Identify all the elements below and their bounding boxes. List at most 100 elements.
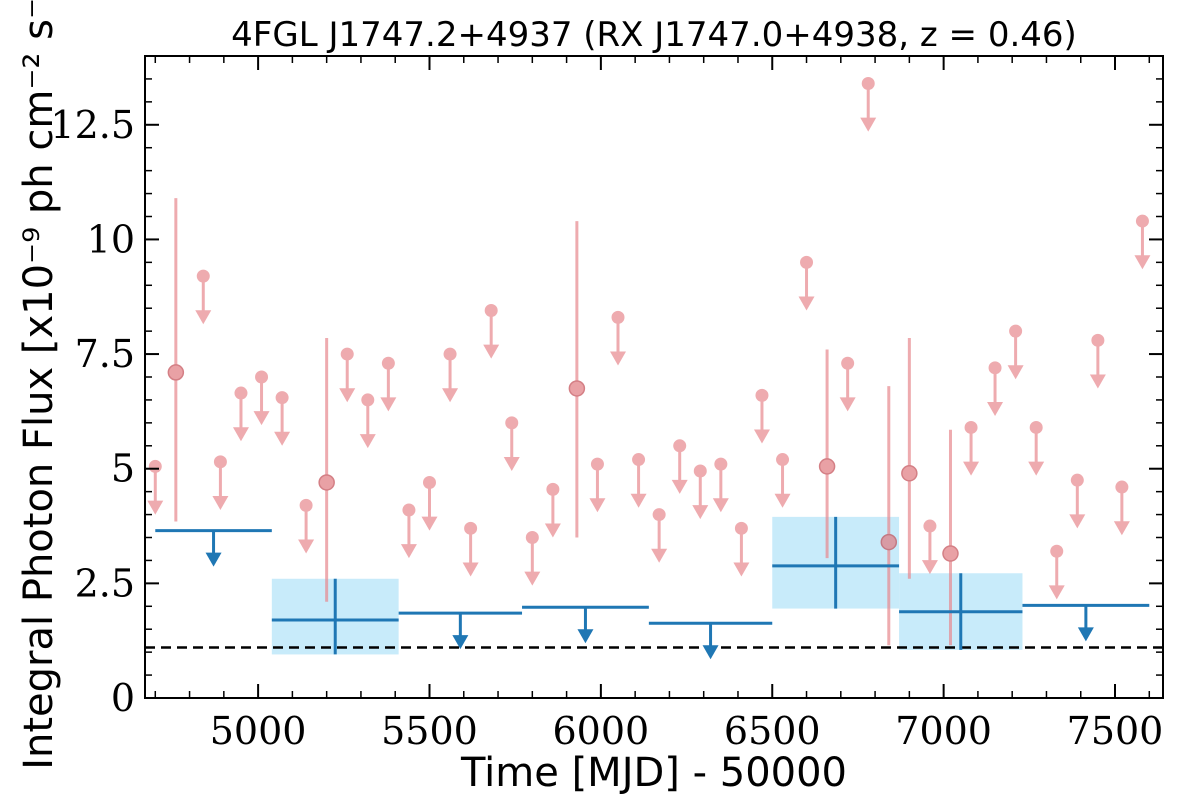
short-upper-limit-32 [963,420,980,476]
x-tick-label: 7000 [895,709,992,753]
upper-limit-marker [964,420,978,434]
upper-limit-marker [800,255,814,269]
short-upper-limit-14 [483,304,500,359]
upper-limit-arrowhead [921,560,938,575]
upper-limit-marker [734,521,748,535]
short-upper-limit-24 [712,457,729,513]
short-upper-limit-8 [359,393,376,449]
upper-limit-arrowhead [400,544,417,559]
upper-limit-marker [841,356,855,370]
short-upper-limit-2 [212,455,229,510]
long-upper-limit-3 [648,621,773,660]
upper-limit-arrowhead [544,523,561,538]
upper-limit-marker [1070,473,1084,487]
short-upper-limit-29 [839,356,856,412]
y-tick-label: 7.5 [75,332,135,376]
upper-limit-marker [590,457,604,471]
upper-limit-arrowhead [380,397,397,412]
upper-limit-marker [923,519,937,533]
upper-limit-arrowhead [630,493,647,508]
y-tick-label: 10 [87,217,135,261]
short-upper-limit-26 [753,388,770,444]
upper-limit-arrowhead [212,495,229,510]
upper-limit-arrowhead [1028,461,1045,476]
upper-limit-arrowhead [232,427,249,442]
upper-limit-arrowhead [1134,255,1151,270]
upper-limit-marker [484,304,498,318]
x-tick-label: 5000 [210,709,307,753]
upper-limit-marker [714,457,728,471]
upper-limit-arrowhead [987,401,1004,416]
upper-limit-marker [1091,333,1105,347]
short-upper-limit-20 [630,453,647,508]
short-upper-limit-33 [987,361,1004,416]
upper-limit-arrowhead [462,562,479,577]
upper-limit-arrowhead [421,516,438,531]
y-tick-label: 0 [111,676,135,720]
short-upper-limit-39 [1113,480,1130,536]
short-upper-limit-35 [1028,420,1045,476]
detection-marker [880,533,898,551]
short-upper-limit-7 [339,347,356,403]
detection-marker [568,380,586,397]
short-upper-limit-21 [651,508,668,563]
short-upper-limit-22 [671,439,688,494]
long-detection-1 [772,516,900,609]
upper-limit-marker [275,391,289,405]
y-axis-label: Integral Photon Flux [x10⁻⁹ ph cm⁻² s⁻¹] [16,0,62,770]
upper-limit-marker [402,503,416,517]
short-detection-2 [568,221,586,538]
x-tick-label: 5500 [381,709,478,753]
short-upper-limit-1 [195,269,212,325]
upper-limit-arrowhead [147,500,164,515]
short-upper-limit-27 [774,453,791,508]
upper-limit-arrowhead [963,461,980,476]
upper-limit-arrowhead [589,498,606,513]
upper-limit-marker [505,416,519,430]
upper-limit-marker [464,521,478,535]
short-upper-limit-31 [921,519,938,575]
upper-limit-arrowhead [671,479,688,494]
detection-marker [167,364,185,381]
upper-limit-arrowhead [798,296,815,311]
short-upper-limit-18 [589,457,606,513]
upper-limit-marker [673,439,687,453]
short-upper-limit-17 [544,482,561,538]
upper-limit-marker [340,347,354,361]
short-upper-limit-12 [442,347,459,403]
short-upper-limit-23 [692,464,709,520]
upper-limit-arrowhead [860,117,877,132]
short-upper-limit-34 [1007,324,1024,380]
short-upper-limit-10 [400,503,417,559]
detection-marker [901,465,918,482]
upper-limit-arrowhead [442,388,459,403]
upper-limit-arrowhead [1089,374,1106,389]
upper-limit-marker [1009,324,1023,338]
upper-limit-arrowhead [274,431,291,446]
upper-limit-arrowhead [733,562,750,577]
short-upper-limit-5 [274,391,291,446]
long-upper-limit-0 [155,529,272,567]
upper-limit-marker [1029,420,1043,434]
short-detection-6 [942,429,959,646]
upper-limit-arrowhead [195,310,212,325]
x-tick-label: 6000 [553,709,650,753]
upper-limit-marker [632,453,646,467]
upper-limit-arrowhead [339,388,356,403]
upper-limit-marker [299,498,313,512]
upper-limit-marker [196,269,210,283]
short-detection-0 [167,198,185,522]
upper-limit-marker [988,361,1002,375]
upper-limit-marker [148,459,162,473]
short-upper-limit-25 [733,521,750,577]
long-limit-arrowhead [205,552,222,567]
upper-limit-arrowhead [253,411,270,426]
detection-marker [318,474,335,491]
short-upper-limit-38 [1089,333,1106,389]
upper-limit-arrowhead [298,539,315,554]
short-upper-limit-11 [421,475,438,531]
short-upper-limit-15 [503,416,520,472]
upper-limit-arrowhead [503,457,520,472]
upper-limit-marker [861,77,875,91]
